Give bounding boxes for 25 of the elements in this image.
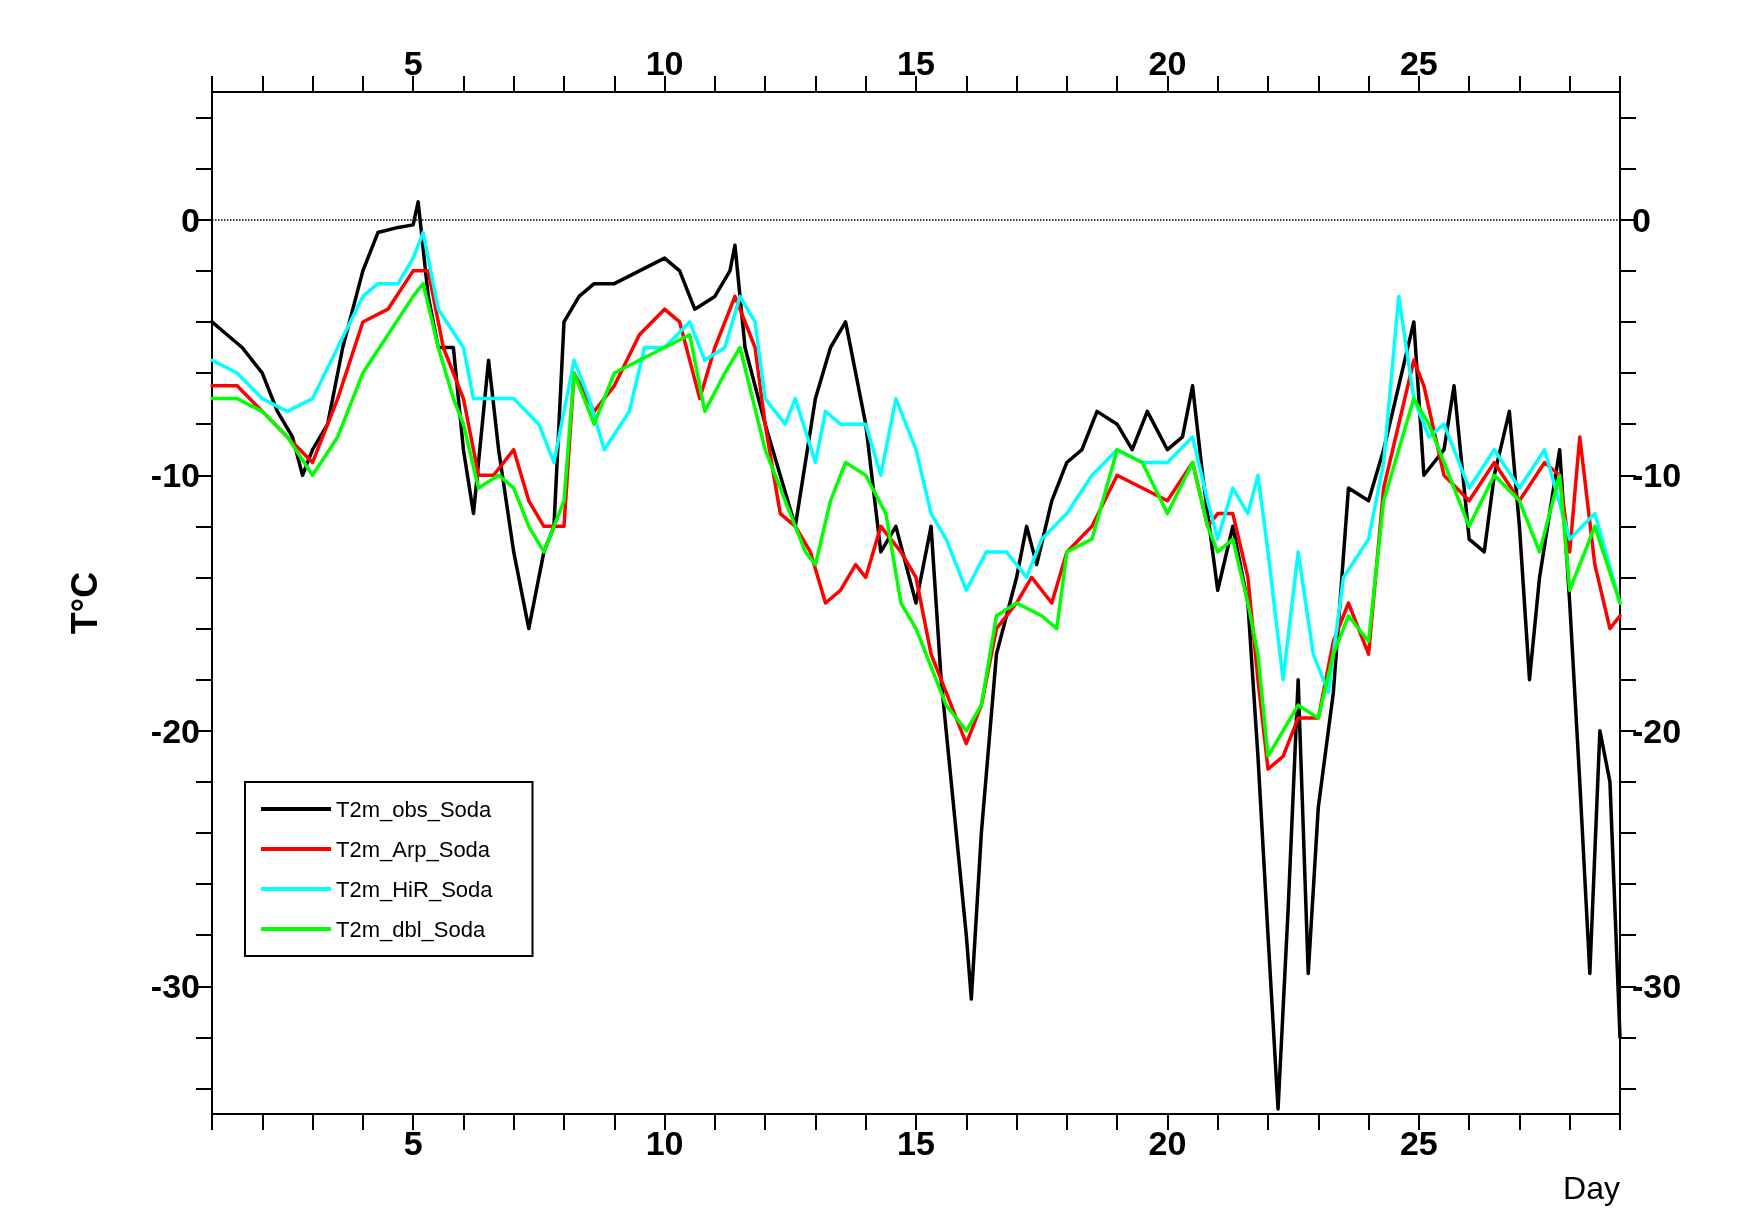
legend-label: T2m_dbl_Soda bbox=[336, 916, 486, 942]
y-axis-title: T°C bbox=[63, 571, 105, 635]
y-tick-label: -20 bbox=[150, 711, 200, 750]
y-tick-label: 0 bbox=[181, 200, 200, 239]
x2-tick-label: 10 bbox=[645, 44, 684, 82]
x-axis-title: Day bbox=[1563, 1170, 1620, 1206]
legend-label: T2m_obs_Soda bbox=[336, 796, 493, 822]
x-tick-label: 25 bbox=[1399, 1124, 1438, 1162]
legend-label: T2m_HiR_Soda bbox=[336, 876, 494, 902]
x2-tick-label: 15 bbox=[897, 44, 935, 82]
line-series bbox=[210, 230, 1622, 695]
y2-tick-label: 0 bbox=[1632, 200, 1651, 239]
x2-tick-label: 5 bbox=[403, 44, 423, 82]
y2-tick-label: -20 bbox=[1632, 711, 1682, 750]
x-tick-label: 15 bbox=[897, 1124, 935, 1162]
x2-tick-label: 20 bbox=[1148, 44, 1187, 82]
y2-tick-label: -30 bbox=[1632, 967, 1682, 1006]
x-tick-label: 20 bbox=[1148, 1124, 1187, 1162]
x-tick-label: 5 bbox=[403, 1124, 423, 1162]
x2-tick-label: 25 bbox=[1399, 44, 1438, 82]
x-tick-label: 10 bbox=[645, 1124, 684, 1162]
y-tick-label: -10 bbox=[150, 456, 200, 495]
legend-label: T2m_Arp_Soda bbox=[336, 836, 491, 862]
y-tick-label: -30 bbox=[150, 967, 200, 1006]
y2-tick-label: -10 bbox=[1632, 456, 1682, 495]
